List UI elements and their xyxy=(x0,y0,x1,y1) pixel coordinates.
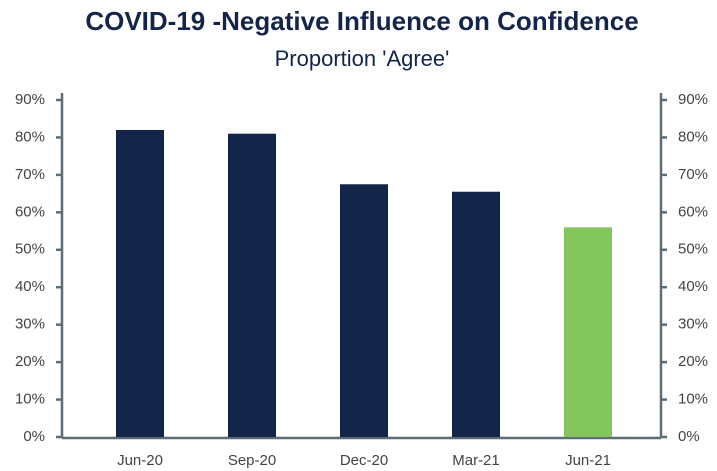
chart-subtitle: Proportion 'Agree' xyxy=(275,46,450,71)
bar xyxy=(228,133,276,437)
y2-tick-label: 30% xyxy=(678,316,708,333)
y2-tick-label: 70% xyxy=(678,166,708,183)
y-tick-label: 20% xyxy=(15,353,45,370)
y2-tick-label: 90% xyxy=(678,91,708,108)
y2-tick-label: 20% xyxy=(678,353,708,370)
bar xyxy=(340,184,388,437)
chart-title: COVID-19 -Negative Influence on Confiden… xyxy=(85,6,638,36)
y-tick-label: 70% xyxy=(15,166,45,183)
y2-tick-label: 60% xyxy=(678,203,708,220)
y2-tick-label: 80% xyxy=(678,128,708,145)
y-tick-label: 50% xyxy=(15,241,45,258)
x-tick-label: Jun-20 xyxy=(117,452,163,469)
y2-tick-label: 50% xyxy=(678,241,708,258)
y2-tick-label: 40% xyxy=(678,278,708,295)
y2-tick-label: 0% xyxy=(678,428,700,445)
y-tick-label: 0% xyxy=(23,428,45,445)
y2-tick-label: 10% xyxy=(678,391,708,408)
y-tick-label: 30% xyxy=(15,316,45,333)
y-tick-label: 40% xyxy=(15,278,45,295)
x-tick-label: Sep-20 xyxy=(228,452,276,469)
x-tick-label: Mar-21 xyxy=(452,452,500,469)
x-tick-label: Dec-20 xyxy=(340,452,388,469)
y-tick-label: 60% xyxy=(15,203,45,220)
x-tick-label: Jun-21 xyxy=(565,452,611,469)
y-tick-label: 10% xyxy=(15,391,45,408)
bar xyxy=(452,191,500,437)
y-tick-label: 80% xyxy=(15,128,45,145)
bar xyxy=(116,129,164,437)
y-tick-label: 90% xyxy=(15,91,45,108)
bar xyxy=(564,227,612,437)
